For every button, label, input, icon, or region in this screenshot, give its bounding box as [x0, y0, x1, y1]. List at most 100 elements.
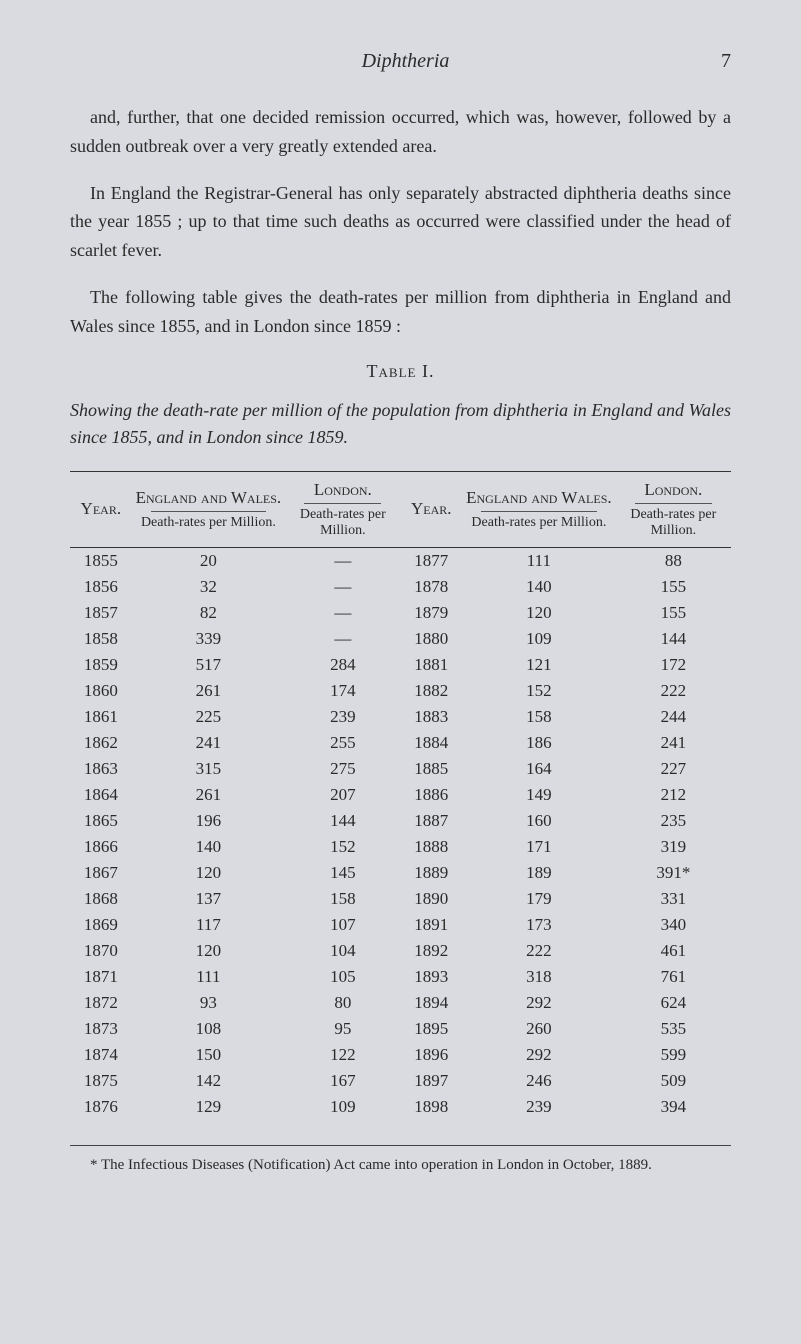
table-row: 18595172841881121172: [70, 652, 731, 678]
table-cell: 461: [616, 938, 731, 964]
table-row: 18681371581890179331: [70, 886, 731, 912]
table-cell: 1897: [400, 1068, 462, 1094]
table-cell: 1861: [70, 704, 132, 730]
table-cell: 1860: [70, 678, 132, 704]
table-cell: 222: [462, 938, 616, 964]
table-cell: 255: [285, 730, 400, 756]
table-cell: 241: [616, 730, 731, 756]
table-cell: 1875: [70, 1068, 132, 1094]
header-year-left: Year.: [81, 499, 122, 518]
table-row: 18691171071891173340: [70, 912, 731, 938]
table-cell: 109: [462, 626, 616, 652]
header-ew-left: England and Wales.: [136, 488, 282, 507]
table-row: 185632—1878140155: [70, 574, 731, 600]
table-cell: —: [285, 600, 400, 626]
table-cell: 122: [285, 1042, 400, 1068]
table-row: 18612252391883158244: [70, 704, 731, 730]
table-row: 18602611741882152222: [70, 678, 731, 704]
table-cell: 32: [132, 574, 286, 600]
table-cell: 241: [132, 730, 286, 756]
table-row: 18671201451889189391*: [70, 860, 731, 886]
table-cell: 1877: [400, 547, 462, 574]
table-cell: 517: [132, 652, 286, 678]
table-cell: 1857: [70, 600, 132, 626]
table-cell: 1891: [400, 912, 462, 938]
table-cell: 149: [462, 782, 616, 808]
table-cell: 1866: [70, 834, 132, 860]
table-cell: 82: [132, 600, 286, 626]
table-cell: 1895: [400, 1016, 462, 1042]
table-cell: 172: [616, 652, 731, 678]
table-cell: 120: [462, 600, 616, 626]
table-cell: 108: [132, 1016, 286, 1042]
table-cell: 1886: [400, 782, 462, 808]
table-cell: 599: [616, 1042, 731, 1068]
table-cell: 239: [285, 704, 400, 730]
table-row: 18741501221896292599: [70, 1042, 731, 1068]
table-cell: 1874: [70, 1042, 132, 1068]
table-cell: 246: [462, 1068, 616, 1094]
table-cell: 196: [132, 808, 286, 834]
table-cell: 261: [132, 678, 286, 704]
table-cell: 1889: [400, 860, 462, 886]
table-cell: 292: [462, 1042, 616, 1068]
table-cell: 260: [462, 1016, 616, 1042]
table-cell: 212: [616, 782, 731, 808]
table-cell: 394: [616, 1094, 731, 1120]
table-cell: 284: [285, 652, 400, 678]
table-cell: 239: [462, 1094, 616, 1120]
table-cell: 318: [462, 964, 616, 990]
paragraph-2: In England the Registrar-General has onl…: [70, 179, 731, 265]
table-cell: 1869: [70, 912, 132, 938]
header-dr-ew-left: Death-rates per Million.: [136, 515, 282, 531]
table-cell: 509: [616, 1068, 731, 1094]
table-cell: 145: [285, 860, 400, 886]
table-cell: 117: [132, 912, 286, 938]
table-cell: 1885: [400, 756, 462, 782]
table-cell: 144: [616, 626, 731, 652]
table-row: 18751421671897246509: [70, 1068, 731, 1094]
table-cell: 1882: [400, 678, 462, 704]
table-row: 18761291091898239394: [70, 1094, 731, 1120]
table-cell: —: [285, 574, 400, 600]
table-cell: 1880: [400, 626, 462, 652]
table-cell: 93: [132, 990, 286, 1016]
table-cell: 535: [616, 1016, 731, 1042]
table-row: 18711111051893318761: [70, 964, 731, 990]
table-cell: 1867: [70, 860, 132, 886]
table-cell: 164: [462, 756, 616, 782]
table-cell: 120: [132, 938, 286, 964]
table-cell: 1868: [70, 886, 132, 912]
table-cell: 189: [462, 860, 616, 886]
table-cell: 1883: [400, 704, 462, 730]
table-row: 18661401521888171319: [70, 834, 731, 860]
table-cell: 1871: [70, 964, 132, 990]
header-lon-right: London.: [644, 480, 702, 499]
footnote: * The Infectious Diseases (Notification)…: [70, 1154, 731, 1177]
table-cell: 88: [616, 547, 731, 574]
table-cell: 1864: [70, 782, 132, 808]
table-cell: 1865: [70, 808, 132, 834]
table-cell: 158: [285, 886, 400, 912]
table-cell: 1855: [70, 547, 132, 574]
page-title: Diphtheria: [90, 50, 721, 73]
table-cell: 1878: [400, 574, 462, 600]
table-caption: Showing the death-rate per million of th…: [70, 397, 731, 451]
table-cell: 1887: [400, 808, 462, 834]
table-row: 185782—1879120155: [70, 600, 731, 626]
death-rate-table: Year. England and Wales. Death-rates per…: [70, 471, 731, 1120]
table-cell: 1856: [70, 574, 132, 600]
header-dr-ew-right: Death-rates per Million.: [466, 515, 612, 531]
table-cell: 1881: [400, 652, 462, 678]
table-cell: 120: [132, 860, 286, 886]
table-cell: 104: [285, 938, 400, 964]
table-cell: 1898: [400, 1094, 462, 1120]
table-cell: 1863: [70, 756, 132, 782]
table-cell: 235: [616, 808, 731, 834]
table-cell: 167: [285, 1068, 400, 1094]
table-cell: 144: [285, 808, 400, 834]
table-row: 187293801894292624: [70, 990, 731, 1016]
table-cell: 158: [462, 704, 616, 730]
table-row: 18651961441887160235: [70, 808, 731, 834]
table-cell: 1894: [400, 990, 462, 1016]
